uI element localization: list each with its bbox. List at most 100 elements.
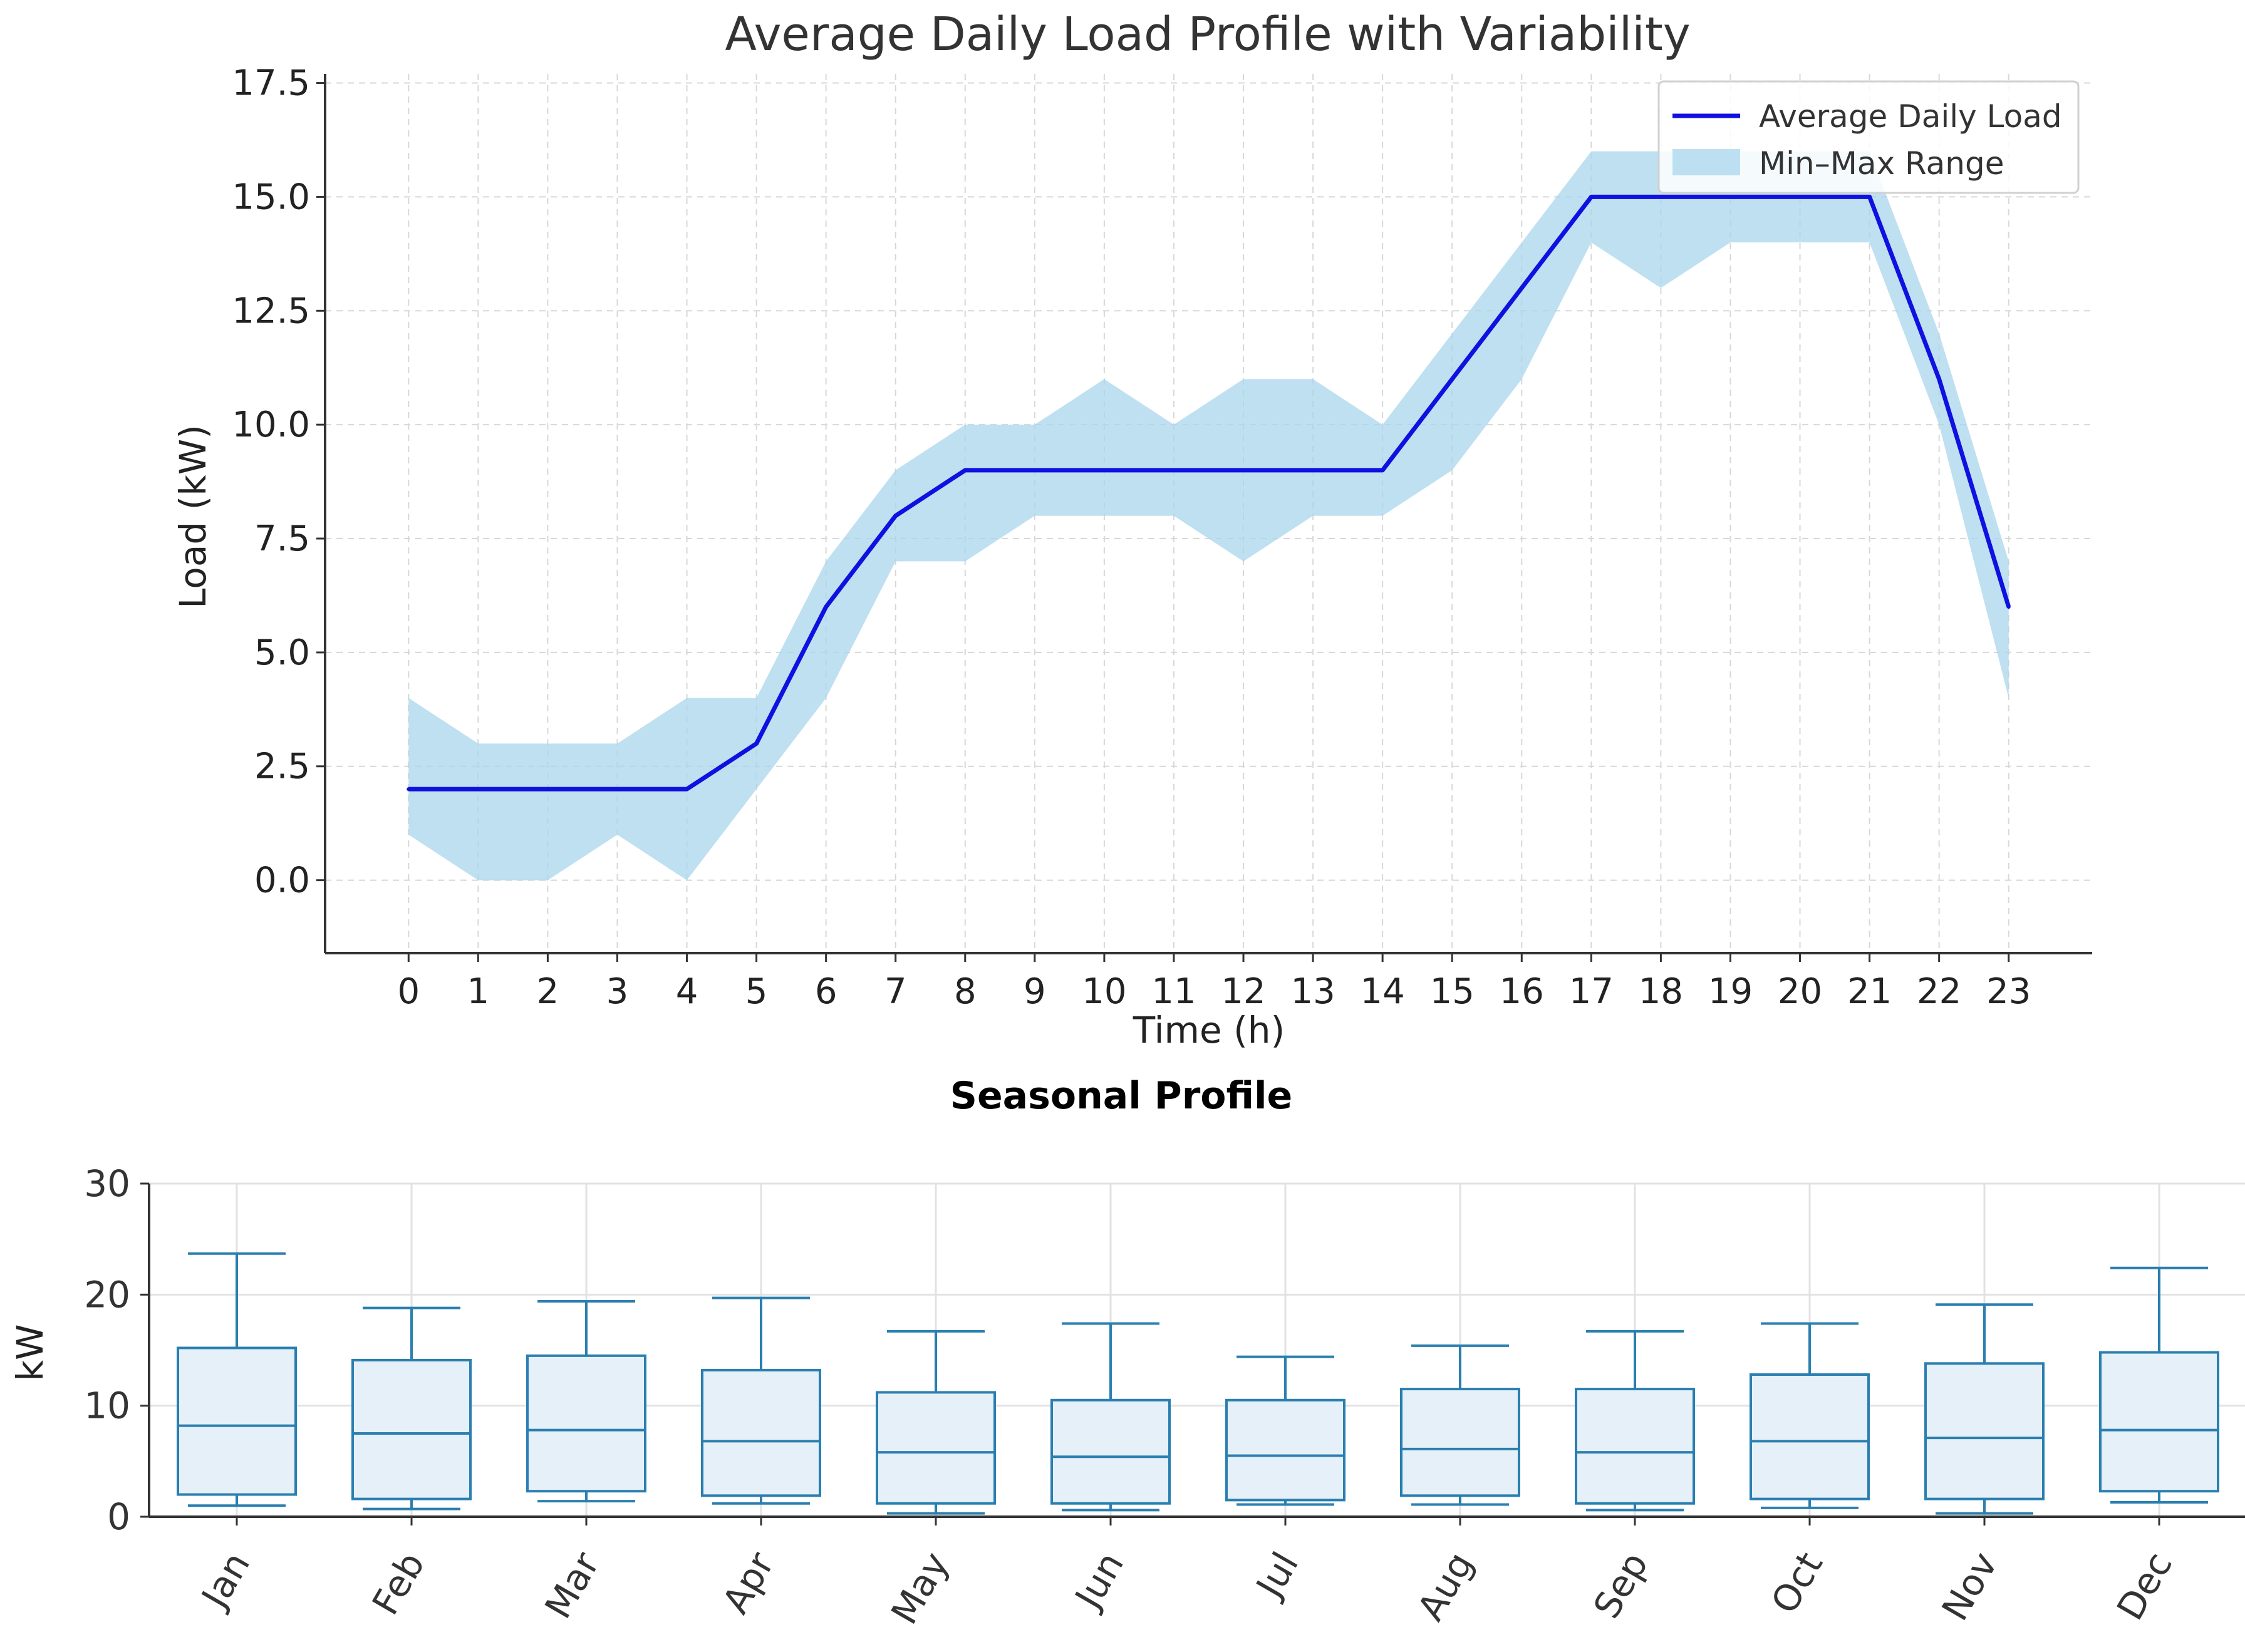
box-body — [2099, 1351, 2219, 1493]
x-tick-label: 6 — [815, 971, 837, 1012]
box-body — [1750, 1373, 1870, 1500]
y-tick-label: 7.5 — [254, 519, 310, 559]
line-point — [615, 787, 620, 792]
box-jul — [1225, 1355, 1345, 1506]
chart-title: Average Daily Load Profile with Variabil… — [725, 8, 1690, 61]
box-aug — [1400, 1344, 1520, 1506]
box-body — [526, 1354, 646, 1493]
x-tick-label: 22 — [1917, 971, 1961, 1012]
x-tick-label: Jun — [1065, 1545, 1132, 1617]
line-points — [407, 195, 2011, 792]
box-body — [1400, 1388, 1520, 1497]
x-tick-label: 0 — [397, 971, 420, 1012]
x-tick-label: 5 — [745, 971, 768, 1012]
line-point — [685, 787, 689, 792]
y-tick-label: 5.0 — [254, 632, 310, 673]
y-tick-label: 2.5 — [254, 746, 310, 787]
line-point — [1937, 377, 1941, 381]
x-tick-label: 7 — [884, 971, 907, 1012]
x-tick-label: Aug — [1409, 1545, 1482, 1628]
box-jun — [1050, 1322, 1171, 1512]
x-tick-label: 3 — [606, 971, 629, 1012]
x-tick-label: 16 — [1500, 971, 1544, 1012]
box-feb — [351, 1306, 472, 1510]
x-tick-label: 21 — [1847, 971, 1892, 1012]
line-point — [1659, 195, 1663, 199]
x-tick-label: 2 — [537, 971, 559, 1012]
line-point — [1032, 468, 1037, 472]
line-point — [1520, 286, 1524, 290]
x-tick-label: 17 — [1569, 971, 1614, 1012]
x-tick-label: Apr — [714, 1545, 782, 1621]
line-point — [1381, 468, 1385, 472]
x-tick-label: 20 — [1778, 971, 1822, 1012]
y-axis-label: kW — [9, 1324, 51, 1381]
legend-label-average: Average Daily Load — [1759, 98, 2062, 135]
x-tick-label: 1 — [467, 971, 490, 1012]
box-plots — [177, 1252, 2219, 1515]
legend-band-swatch — [1672, 149, 1740, 175]
legend: Average Daily Load Min–Max Range — [1657, 80, 2080, 194]
line-point — [546, 787, 550, 792]
box-body — [1575, 1388, 1695, 1505]
line-point — [1171, 468, 1176, 472]
x-tick-label: 19 — [1708, 971, 1753, 1012]
x-tick-label: May — [883, 1545, 957, 1631]
box-body — [701, 1368, 821, 1497]
y-tick-label: 0.0 — [254, 860, 310, 901]
average-load-line — [408, 194, 2011, 792]
x-tick-label: Jul — [1247, 1545, 1307, 1606]
x-tick-label: 13 — [1290, 971, 1335, 1012]
box-body — [876, 1391, 996, 1505]
x-tick-label: 10 — [1082, 971, 1126, 1012]
box-jan — [177, 1252, 297, 1507]
line-point — [1728, 195, 1733, 199]
x-tick-label: 15 — [1430, 971, 1475, 1012]
x-tick-label: Nov — [1934, 1545, 2006, 1628]
line-point — [1242, 468, 1246, 472]
line-point — [1311, 468, 1315, 472]
line-point — [407, 787, 411, 792]
y-tick-label: 10 — [84, 1385, 130, 1427]
y-tick-label: 17.5 — [232, 63, 310, 104]
line-point — [1867, 195, 1872, 199]
line-point — [1798, 195, 1802, 199]
seasonal-title: Seasonal Profile — [950, 1074, 1293, 1118]
x-tick-label: 4 — [676, 971, 698, 1012]
x-tick-label: 18 — [1639, 971, 1683, 1012]
x-tick-label: Mar — [537, 1545, 608, 1626]
x-tick-label: Feb — [364, 1545, 433, 1622]
line-point — [2006, 605, 2011, 609]
line-point — [893, 514, 898, 518]
y-tick-label: 10.0 — [232, 405, 310, 445]
box-nov — [1924, 1303, 2045, 1515]
y-tick-label: 20 — [84, 1273, 130, 1316]
line-point — [963, 468, 967, 472]
x-tick-label: 14 — [1361, 971, 1405, 1012]
legend-label-range: Min–Max Range — [1759, 145, 2004, 182]
seasonal-profile-chart: Seasonal Profile 0 10 20 30 Jan Feb Mar Apr May… — [9, 1074, 2245, 1631]
line-point — [824, 605, 828, 609]
box-body — [177, 1346, 297, 1496]
x-tick-label: Dec — [2108, 1545, 2180, 1627]
box-dec — [2099, 1266, 2219, 1504]
line-point — [754, 741, 759, 746]
y-ticks: 0.0 2.5 5.0 7.5 10.0 12.5 15.0 17.5 — [232, 63, 325, 901]
box-sep — [1575, 1329, 1695, 1512]
x-ticks: 0 1 2 3 4 5 6 7 8 9 10 11 12 13 14 15 16 17 18 19 20 21 22 23 — [397, 953, 2031, 1012]
box-body — [1050, 1398, 1171, 1505]
x-tick-label: 9 — [1024, 971, 1046, 1012]
box-oct — [1750, 1322, 1870, 1509]
line-point — [1102, 468, 1106, 472]
y-ticks: 0 10 20 30 — [84, 1162, 149, 1538]
box-mar — [526, 1299, 646, 1503]
line-point — [1589, 195, 1594, 199]
y-tick-label: 12.5 — [232, 291, 310, 331]
x-axis-label: Time (h) — [1133, 1009, 1285, 1051]
y-axis-label: Load (kW) — [172, 425, 214, 609]
x-tick-label: 23 — [1986, 971, 2031, 1012]
box-body — [1924, 1362, 2045, 1500]
box-apr — [701, 1296, 821, 1505]
box-body — [1225, 1398, 1345, 1502]
y-tick-label: 0 — [107, 1495, 130, 1538]
